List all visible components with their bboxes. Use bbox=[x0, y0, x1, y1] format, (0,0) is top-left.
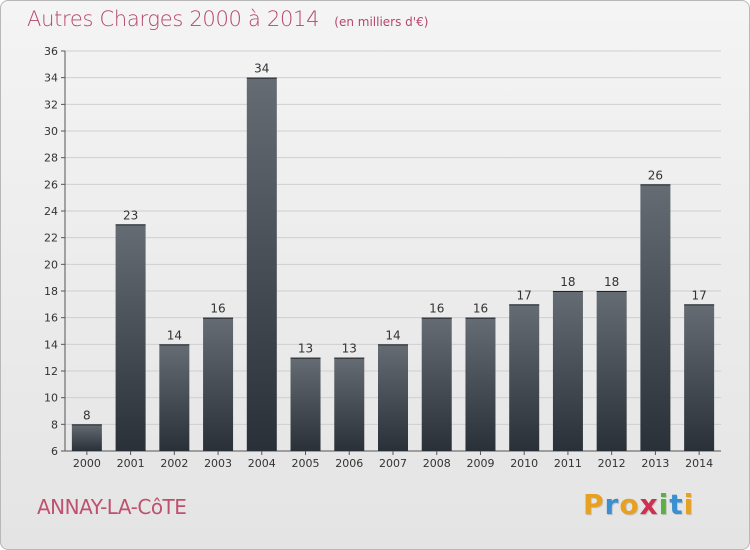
bar bbox=[115, 224, 146, 451]
bar bbox=[465, 317, 496, 451]
axis-layer: 6 8 10 12 14 16 18 20 22 24 26 28 30 32 34 36 2000 2001 20… bbox=[44, 45, 721, 470]
bar-value-label: 14 bbox=[167, 328, 182, 342]
y-tick-label: 18 bbox=[44, 285, 58, 298]
bar bbox=[378, 344, 408, 451]
x-tick-label: 2012 bbox=[598, 457, 626, 470]
y-tick-label: 14 bbox=[44, 338, 58, 351]
bar-value-label: 8 bbox=[83, 408, 91, 422]
x-tick-label: 2013 bbox=[641, 457, 669, 470]
bar-value-label: 13 bbox=[298, 342, 313, 356]
logo-letter: t bbox=[669, 488, 684, 521]
y-tick-label: 26 bbox=[44, 178, 58, 191]
x-tick-label: 2000 bbox=[73, 457, 101, 470]
y-tick-label: 24 bbox=[44, 205, 58, 218]
x-tick-label: 2006 bbox=[335, 457, 363, 470]
x-tick-label: 2011 bbox=[554, 457, 582, 470]
bar bbox=[421, 317, 452, 451]
x-tick-label: 2003 bbox=[204, 457, 232, 470]
bar bbox=[596, 291, 627, 451]
x-tick-label: 2010 bbox=[510, 457, 538, 470]
bar bbox=[640, 184, 671, 452]
bar-value-label: 17 bbox=[517, 288, 532, 302]
y-tick-label: 34 bbox=[44, 72, 58, 85]
y-tick-label: 22 bbox=[44, 232, 58, 245]
bar-value-label: 18 bbox=[604, 275, 619, 289]
logo-letter: i bbox=[658, 488, 670, 521]
y-tick-label: 10 bbox=[44, 392, 58, 405]
x-tick-label: 2001 bbox=[117, 457, 145, 470]
bar bbox=[203, 317, 234, 451]
bar bbox=[246, 77, 277, 452]
bar-value-label: 16 bbox=[429, 302, 444, 316]
bar-value-label: 13 bbox=[342, 342, 357, 356]
x-tick-label: 2009 bbox=[466, 457, 494, 470]
x-tick-label: 2002 bbox=[160, 457, 188, 470]
chart-subtitle: (en milliers d'€) bbox=[334, 15, 429, 29]
bar-value-label: 23 bbox=[123, 208, 138, 222]
x-tick-label: 2004 bbox=[248, 457, 276, 470]
commune-name: ANNAY-LA-CôTE bbox=[37, 495, 187, 519]
y-tick-label: 28 bbox=[44, 152, 58, 165]
y-tick-label: 6 bbox=[51, 445, 58, 458]
y-tick-label: 16 bbox=[44, 312, 58, 325]
bar-value-label: 18 bbox=[560, 275, 575, 289]
x-tick-label: 2014 bbox=[685, 457, 713, 470]
bar bbox=[290, 357, 321, 451]
logo-letter: o bbox=[619, 488, 640, 521]
bar bbox=[334, 357, 365, 451]
x-tick-label: 2007 bbox=[379, 457, 407, 470]
proxiti-logo: Proxiti bbox=[583, 488, 694, 521]
bar-value-label: 16 bbox=[210, 302, 225, 316]
bar bbox=[159, 344, 190, 451]
labels-layer: 8 23 14 16 34 13 13 14 16 16 17 18 18 26 17 bbox=[83, 62, 707, 423]
bar bbox=[684, 304, 715, 451]
y-tick-label: 20 bbox=[44, 258, 58, 271]
bars-layer bbox=[71, 77, 715, 452]
y-tick-label: 8 bbox=[51, 418, 58, 431]
title-line: Autres Charges 2000 à 2014 (en milliers … bbox=[27, 7, 428, 31]
logo-letter: r bbox=[604, 488, 620, 521]
y-tick-label: 30 bbox=[44, 125, 58, 138]
logo-letter: i bbox=[683, 488, 695, 521]
y-tick-label: 32 bbox=[44, 98, 58, 111]
x-tick-label: 2005 bbox=[292, 457, 320, 470]
bar-value-label: 14 bbox=[385, 328, 400, 342]
x-tick-label: 2008 bbox=[423, 457, 451, 470]
logo-letter: x bbox=[639, 488, 659, 521]
chart-title: Autres Charges 2000 à 2014 bbox=[27, 7, 320, 31]
bar bbox=[509, 304, 540, 451]
logo-letter: P bbox=[583, 488, 605, 521]
bar bbox=[552, 291, 583, 451]
bar-value-label: 34 bbox=[254, 62, 269, 76]
bar-value-label: 17 bbox=[691, 288, 706, 302]
y-tick-label: 12 bbox=[44, 365, 58, 378]
bar bbox=[71, 424, 102, 451]
bar-value-label: 26 bbox=[648, 168, 663, 182]
y-tick-label: 36 bbox=[44, 45, 58, 58]
bar-value-label: 16 bbox=[473, 302, 488, 316]
